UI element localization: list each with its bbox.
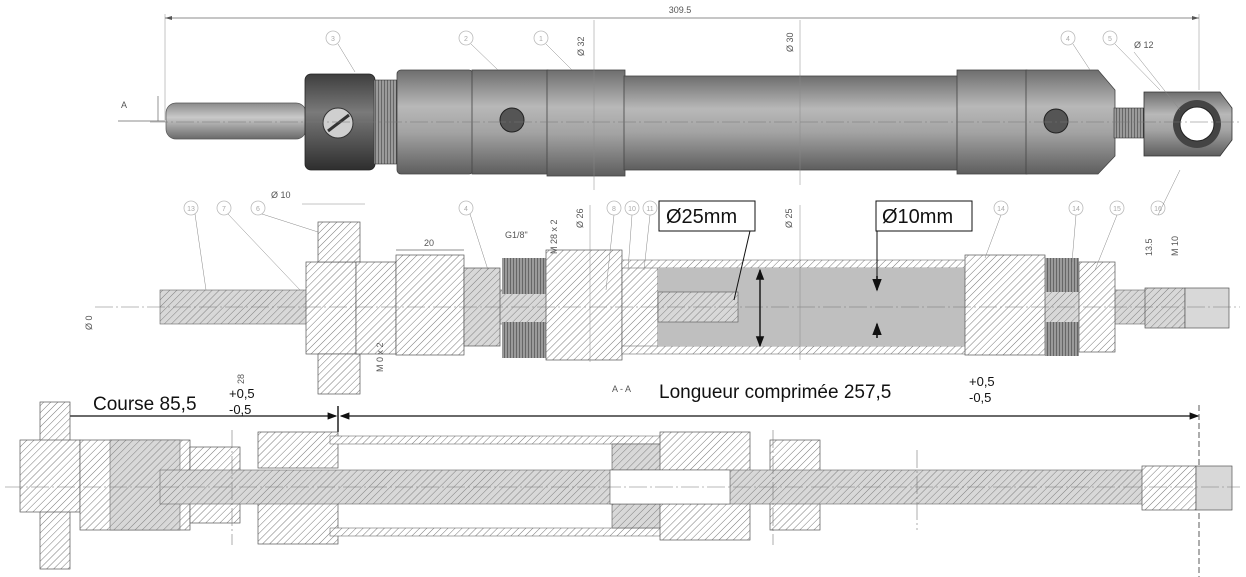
- svg-text:2: 2: [464, 36, 468, 43]
- stroke-tol-minus: -0,5: [229, 402, 251, 417]
- thread-m10: M 10: [1170, 236, 1180, 256]
- svg-text:14: 14: [997, 206, 1005, 213]
- compressed-view: [5, 401, 1240, 570]
- dim-13-5: 13.5: [1144, 238, 1154, 256]
- svg-text:15: 15: [1113, 206, 1121, 213]
- svg-text:5: 5: [1108, 36, 1112, 43]
- top-view: 309.5 Ø 32 Ø 30 Ø 12 A: [118, 5, 1240, 190]
- dim-28: 28: [236, 374, 246, 384]
- svg-text:14: 14: [1072, 206, 1080, 213]
- svg-text:16: 16: [1154, 206, 1162, 213]
- rod-annotation: Ø10mm: [872, 200, 973, 338]
- svg-text:7: 7: [222, 206, 226, 213]
- rod-box-label: Ø10mm: [882, 206, 953, 228]
- diam-25-dim: Ø 25: [784, 208, 794, 228]
- svg-text:8: 8: [612, 206, 616, 213]
- diam-30-dim: Ø 30: [785, 32, 795, 52]
- svg-text:3: 3: [331, 36, 335, 43]
- stroke-annotation: Course 85,5 +0,5 -0,5: [50, 386, 338, 420]
- diam-32-dim: Ø 32: [576, 36, 586, 56]
- stroke-tol-plus: +0,5: [229, 386, 255, 401]
- diam-12-dim: Ø 12: [1134, 40, 1154, 50]
- view-marker: A: [121, 100, 127, 110]
- compressed-label: Longueur comprimée 257,5: [659, 382, 891, 403]
- svg-text:13: 13: [187, 206, 195, 213]
- thread-g18: G1/8": [505, 230, 528, 240]
- section-view: Ø 10 20 G1/8" M 28 x 2 Ø 26 Ø 25 13.5 M …: [84, 169, 1240, 395]
- compressed-tol-plus: +0,5: [969, 374, 995, 389]
- bore-box-label: Ø25mm: [666, 206, 737, 228]
- svg-text:4: 4: [464, 206, 468, 213]
- svg-text:1: 1: [539, 36, 543, 43]
- dim-20: 20: [424, 238, 434, 248]
- diam-0-dim: Ø 0: [84, 315, 94, 330]
- svg-text:10: 10: [628, 206, 636, 213]
- callouts-top: 3 2 1 4 5: [325, 30, 1161, 91]
- svg-text:4: 4: [1066, 36, 1070, 43]
- stroke-label: Course 85,5: [93, 394, 197, 415]
- section-label: A - A: [612, 384, 631, 394]
- thread-m0: M 0 x 2: [375, 342, 385, 372]
- diam-26-dim: Ø 26: [575, 208, 585, 228]
- diam-10-dim: Ø 10: [271, 190, 291, 200]
- bore-annotation: Ø25mm: [658, 200, 765, 348]
- svg-text:11: 11: [646, 206, 653, 213]
- overall-length-dim: 309.5: [669, 5, 692, 15]
- callouts-section: 13 7 6 4 8 10 11 14 14 15 16: [183, 169, 1181, 291]
- svg-text:6: 6: [256, 206, 260, 213]
- compressed-tol-minus: -0,5: [969, 390, 991, 405]
- thread-m28: M 28 x 2: [549, 219, 559, 254]
